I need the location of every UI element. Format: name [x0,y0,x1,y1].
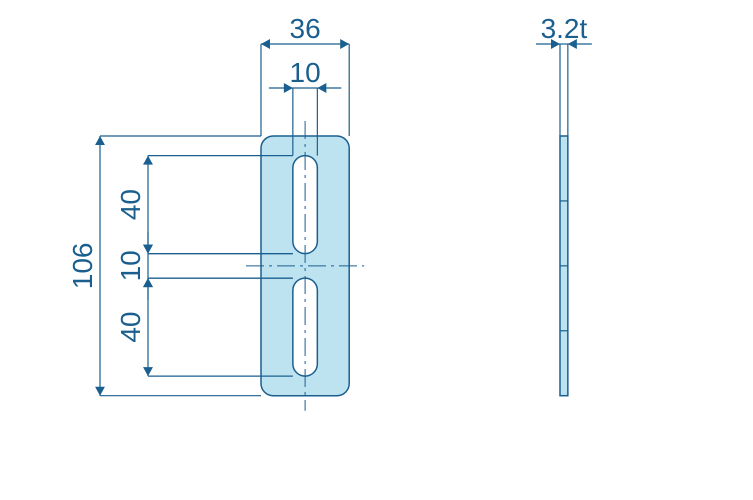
dim-thickness: 3.2t [541,13,588,44]
dim-slot2-40: 40 [115,312,146,343]
dim-height-106: 106 [67,242,98,289]
dim-width-36: 36 [290,13,321,44]
dim-gap-10: 10 [115,250,146,281]
dim-slot1-40: 40 [115,189,146,220]
dim-slot-width-10: 10 [290,57,321,88]
